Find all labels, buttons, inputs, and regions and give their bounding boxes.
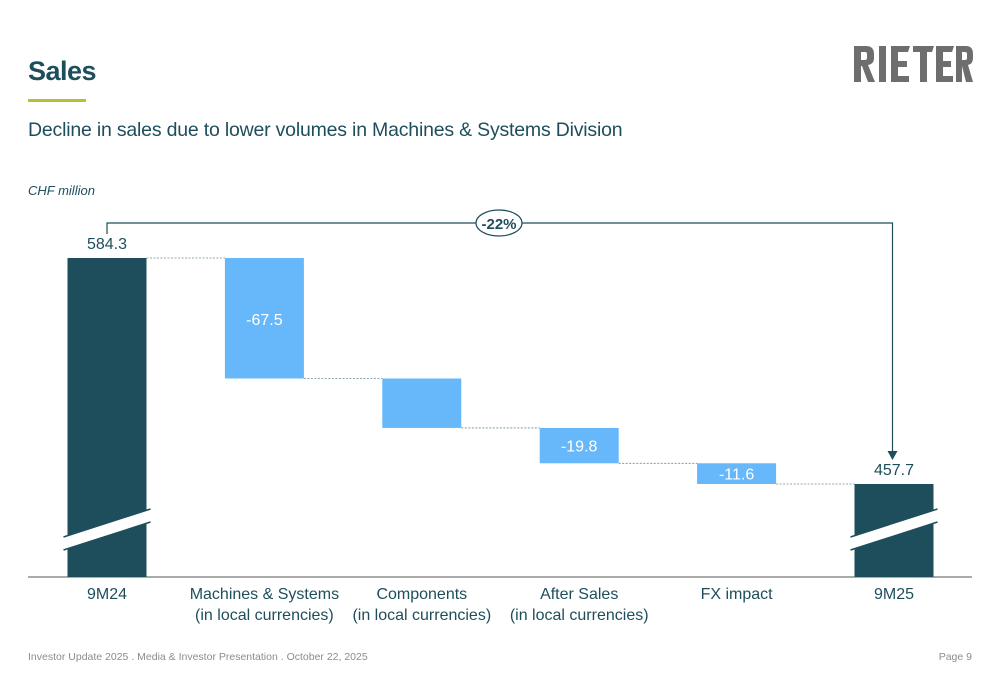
- page-subtitle: Decline in sales due to lower volumes in…: [28, 119, 623, 141]
- title-accent-rule: [28, 99, 86, 102]
- value-label: -19.8: [561, 439, 598, 456]
- axis-break-line: [850, 508, 938, 538]
- axis-break-line: [63, 508, 151, 538]
- unit-label: CHF million: [28, 183, 95, 198]
- category-label: (in local currencies): [510, 607, 649, 624]
- category-label: Machines & Systems: [190, 586, 339, 603]
- bracket-arrowhead: [887, 451, 898, 460]
- change-bracket: [106, 222, 894, 452]
- bar-3: [539, 427, 619, 464]
- rieter-logo: [854, 46, 973, 82]
- category-label: (in local currencies): [195, 607, 334, 624]
- category-label: (in local currencies): [352, 607, 491, 624]
- category-label: 9M25: [874, 586, 914, 603]
- bar-1: [224, 258, 304, 379]
- category-label: After Sales: [540, 586, 618, 603]
- page-number: Page 9: [938, 651, 972, 663]
- change-badge: [475, 209, 523, 237]
- value-label: -67.5: [246, 312, 283, 329]
- axis-break-mark: [63, 509, 151, 550]
- value-label: -27.7: [404, 432, 441, 449]
- value-label: 457.7: [874, 462, 914, 479]
- category-label: Components: [376, 586, 467, 603]
- bar-4: [697, 463, 777, 484]
- category-label: 9M24: [87, 586, 127, 603]
- axis-break-mark: [850, 509, 938, 550]
- chart-layer: 584.3 -67.5 -27.7 -19.8 -11.6 457.7 9M24 Machin…: [28, 209, 972, 624]
- axis-break-line: [850, 521, 938, 551]
- value-label: -11.6: [719, 467, 754, 484]
- change-annotation: -22%: [481, 216, 516, 233]
- footer-left: Investor Update 2025 . Media & Investor …: [28, 651, 368, 663]
- category-label: FX impact: [701, 586, 774, 603]
- waterfall-chart: 584.3 -67.5 -27.7 -19.8 -11.6 457.7 9M24 Machin…: [28, 209, 972, 624]
- value-label: 584.3: [87, 236, 127, 253]
- axis-break-line: [63, 521, 151, 551]
- page-title: Sales: [28, 56, 97, 86]
- bar-2: [382, 378, 462, 428]
